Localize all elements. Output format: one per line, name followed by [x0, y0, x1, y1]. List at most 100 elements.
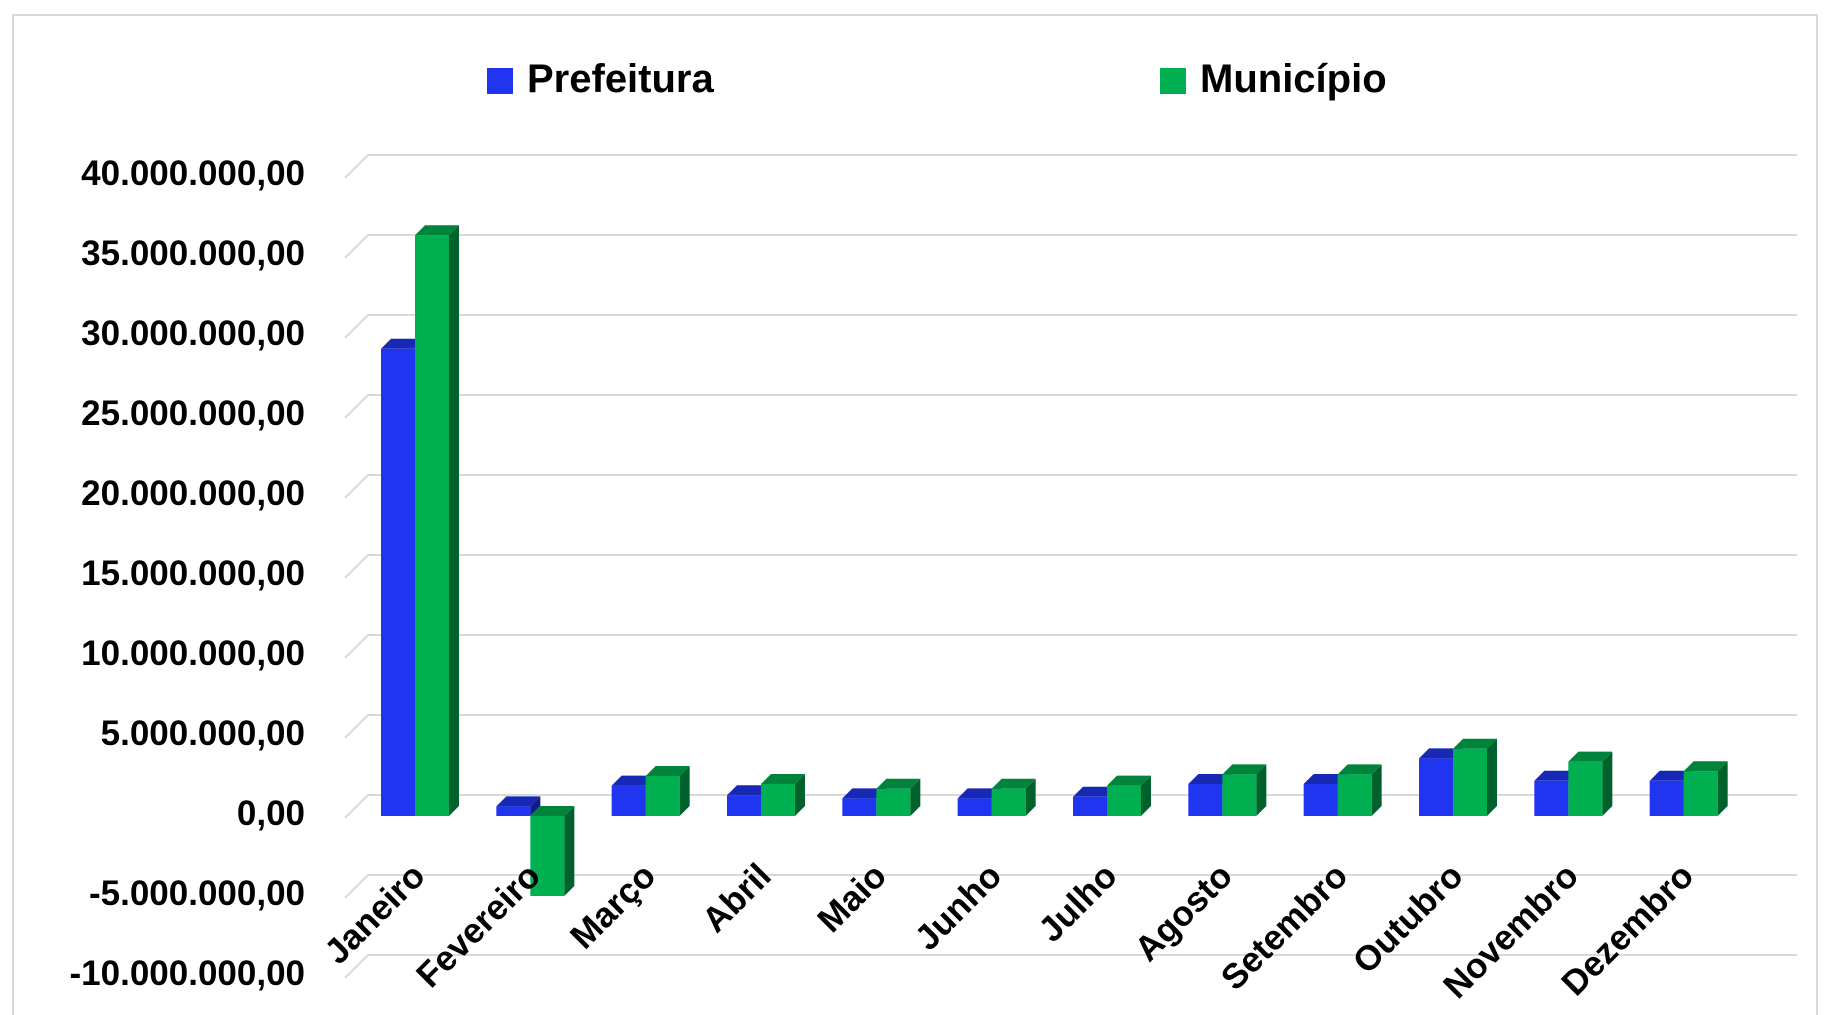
bar-front [1073, 796, 1107, 816]
bar [1568, 751, 1613, 816]
bar-side [679, 766, 690, 816]
bar-front [1453, 748, 1487, 816]
legend-label: Município [1200, 57, 1387, 101]
bar-side [564, 806, 575, 896]
bar-top [1073, 786, 1117, 797]
bar-top [842, 788, 887, 799]
bar-front [645, 776, 680, 816]
bar-front [957, 798, 992, 816]
bar-front [1534, 780, 1569, 816]
bar-front [842, 798, 877, 816]
x-tick-label: Setembro [1214, 856, 1356, 998]
chart-frame [12, 14, 1818, 1015]
bar-top [1453, 738, 1497, 749]
x-tick-label: Junho [908, 856, 1010, 958]
gridline-depth [344, 474, 369, 499]
bar-side [795, 774, 805, 816]
bar-top [761, 774, 805, 784]
bar-top [645, 766, 690, 776]
gridline-depth [344, 954, 369, 979]
bar-top [1337, 764, 1382, 775]
y-tick-label: 5.000.000,00 [101, 714, 305, 753]
bar [496, 796, 541, 816]
bar-side [1256, 764, 1267, 816]
y-tick-label: -5.000.000,00 [89, 874, 305, 913]
bar-front [415, 235, 449, 816]
bar [645, 766, 690, 816]
bar-top [1568, 751, 1613, 762]
x-tick-label: Fevereiro [409, 856, 548, 995]
bar-top [991, 778, 1036, 789]
bar-top [611, 775, 656, 786]
bar-side [1487, 738, 1497, 816]
gridline-depth [344, 634, 369, 659]
bar-front [876, 788, 911, 816]
gridlines [344, 154, 1797, 979]
legend-swatch [487, 68, 513, 94]
y-tick-label: 0,00 [237, 794, 305, 833]
x-tick-label: Maio [810, 856, 894, 940]
gridline-depth [344, 154, 369, 179]
bar-top [1419, 748, 1463, 759]
bar-front [1188, 784, 1223, 816]
bar-top [1222, 764, 1267, 775]
bar-front [530, 816, 565, 896]
bar-front [1337, 774, 1372, 816]
legend-label: Prefeitura [527, 57, 714, 101]
y-tick-label: 10.000.000,00 [81, 634, 305, 673]
bar-top [876, 778, 921, 789]
bar [415, 225, 459, 816]
legend: Prefeitura Município [487, 57, 1387, 101]
y-tick-label: 15.000.000,00 [81, 554, 305, 593]
bar-top [1649, 770, 1694, 781]
bar-front [1222, 774, 1257, 816]
bar [991, 778, 1036, 816]
bar-top [496, 796, 541, 807]
bar-side [530, 796, 541, 816]
bar-side [1602, 751, 1613, 816]
x-tick-label: Abril [695, 856, 779, 940]
legend-swatch [1160, 68, 1186, 94]
bar-top [1534, 770, 1579, 781]
bar-top [727, 785, 771, 796]
bar-front [1568, 761, 1603, 816]
bar-top [530, 806, 575, 816]
bar-top [1303, 774, 1348, 784]
bar-top [957, 788, 1002, 799]
bar-front [496, 806, 531, 816]
bar [1453, 738, 1497, 816]
y-tick-label: 35.000.000,00 [81, 234, 305, 273]
x-tick-label: Março [563, 856, 663, 956]
bars [381, 225, 1728, 896]
bar [1107, 775, 1151, 816]
y-tick-label: 40.000.000,00 [81, 154, 305, 193]
bar-side [1141, 775, 1151, 816]
y-tick-label: 20.000.000,00 [81, 474, 305, 513]
y-tick-label: 25.000.000,00 [81, 394, 305, 433]
gridline-depth [344, 394, 369, 419]
bar-top [1107, 775, 1151, 786]
bar-top [1683, 761, 1728, 772]
bar-front [1419, 758, 1453, 816]
bar-side [1025, 778, 1036, 816]
bar [876, 778, 921, 816]
gridline-depth [344, 554, 369, 579]
bar-top [1188, 774, 1233, 784]
bar [1222, 764, 1267, 816]
bar-side [1371, 764, 1382, 816]
bar-top [415, 225, 459, 236]
bar-front [727, 795, 761, 816]
bar-front [1107, 785, 1141, 816]
bar [1683, 761, 1728, 816]
bar-top [381, 338, 425, 349]
gridline-depth [344, 314, 369, 339]
bar-front [1303, 784, 1338, 816]
bar [530, 806, 575, 896]
gridline-depth [344, 794, 369, 819]
bar [1337, 764, 1382, 816]
gridline-depth [344, 874, 369, 899]
gridline-depth [344, 714, 369, 739]
bar-front [1649, 780, 1684, 816]
bar [957, 788, 1002, 816]
